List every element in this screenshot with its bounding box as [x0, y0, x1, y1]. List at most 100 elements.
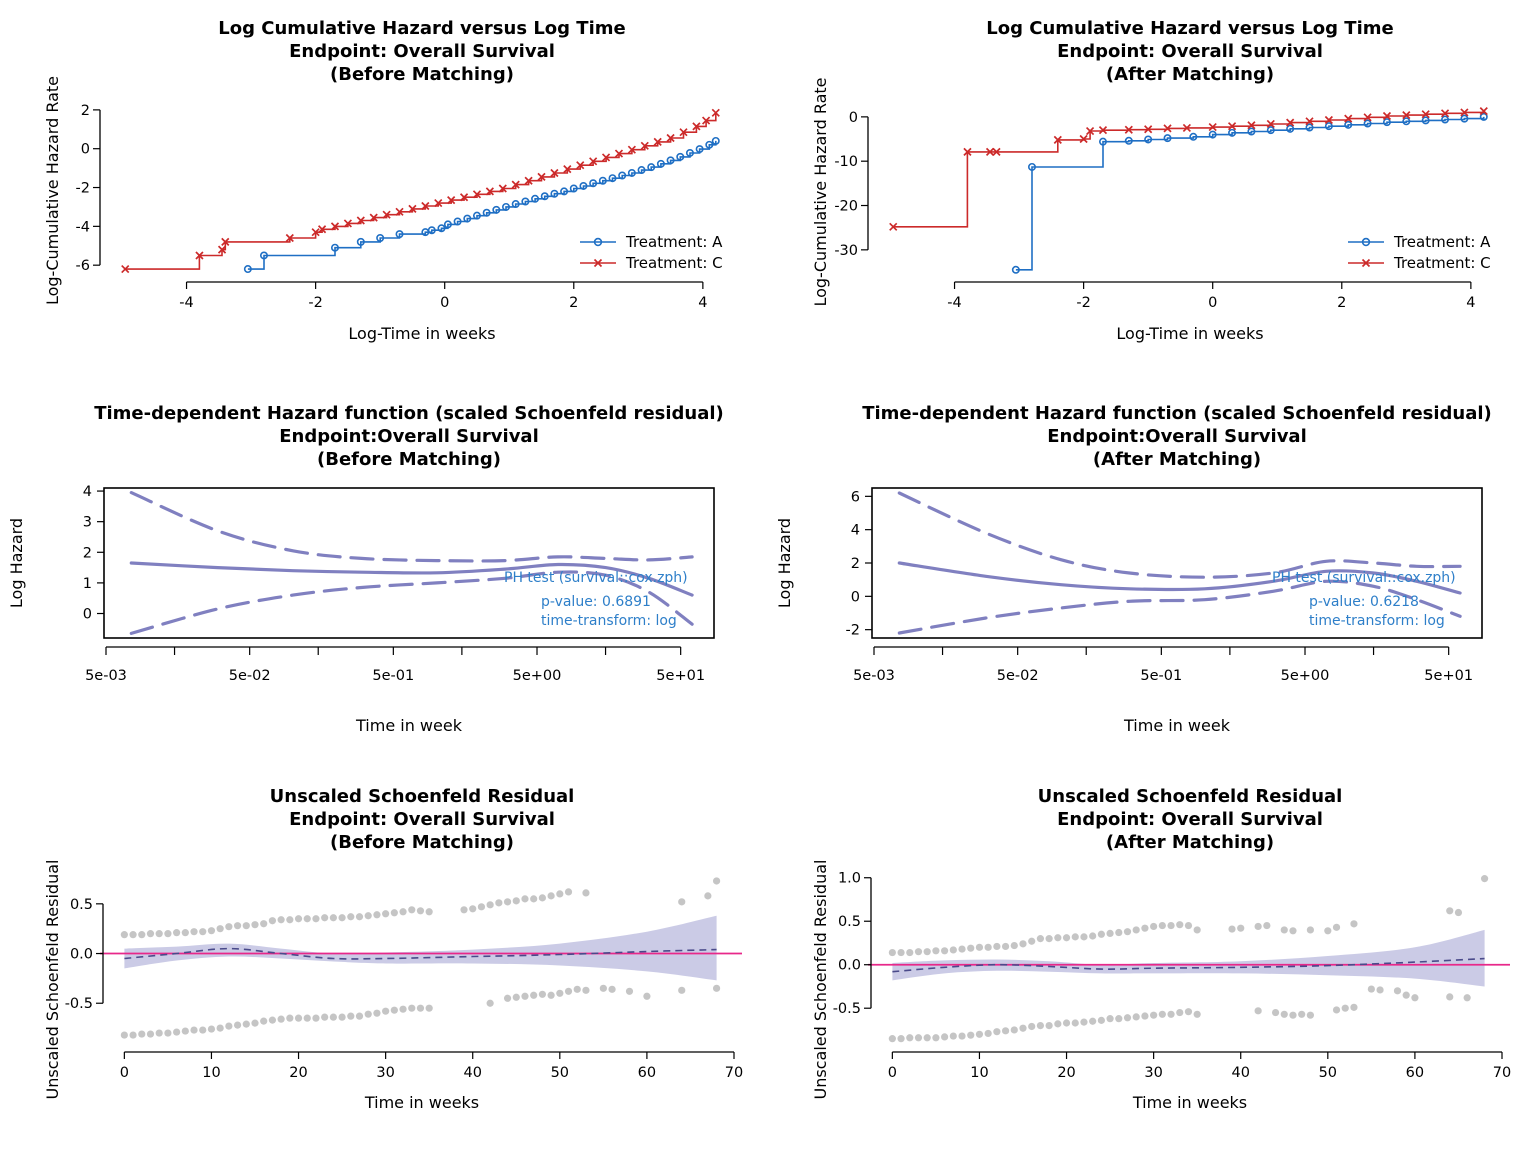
data-point	[985, 147, 995, 156]
residual-point	[564, 888, 573, 896]
residual-point	[1411, 994, 1419, 1002]
residual-point	[425, 908, 433, 916]
y-axis-label: Log Hazard	[7, 518, 26, 608]
residual-point	[469, 905, 477, 913]
confidence-band	[124, 915, 717, 981]
residual-point	[164, 930, 172, 938]
y-axis-label: Unscaled Schoenfeld Residual	[43, 860, 62, 1100]
residual-point	[1298, 1010, 1306, 1018]
y-tick-label: 2	[81, 103, 90, 119]
residual-point	[1306, 926, 1314, 934]
residual-point	[521, 992, 529, 1000]
residual-point	[225, 1022, 233, 1030]
residual-point	[521, 895, 529, 903]
residual-point	[712, 877, 721, 885]
residual-point	[625, 987, 634, 995]
residual-point	[1045, 935, 1053, 943]
residual-point	[233, 1021, 242, 1029]
residual-point	[181, 929, 189, 937]
residual-point	[906, 948, 914, 957]
x-tick-label: 50	[1319, 1065, 1337, 1081]
residual-point	[678, 986, 686, 994]
data-point	[637, 166, 646, 175]
chart-title-line: (Before Matching)	[317, 449, 501, 470]
residual-point	[1071, 933, 1079, 941]
data-point	[1382, 111, 1392, 121]
data-point	[472, 190, 482, 199]
residual-point	[399, 908, 407, 916]
data-point	[589, 157, 598, 166]
residual-point	[146, 930, 155, 938]
residual-point	[914, 948, 923, 956]
data-point	[576, 161, 585, 170]
residual-point	[582, 889, 590, 897]
legend-label: Treatment: C	[1393, 254, 1491, 272]
y-tick-label: -4	[76, 219, 90, 235]
y-tick-label: 1	[83, 576, 92, 592]
residual-point	[1080, 933, 1088, 941]
data-point	[427, 226, 436, 235]
data-point	[618, 171, 627, 180]
data-point	[676, 152, 685, 161]
residual-point	[268, 917, 277, 925]
residual-point	[1123, 928, 1132, 936]
x-tick-label: 4	[1466, 295, 1475, 311]
residual-point	[1254, 922, 1262, 931]
ph-test-annotation: PH test (survival::cox.zph)	[1272, 570, 1456, 586]
residual-point	[1341, 1004, 1349, 1012]
data-point	[511, 200, 520, 209]
y-tick-label: 0	[851, 589, 860, 605]
series-line	[1015, 116, 1485, 271]
x-tick-label: 5e+01	[1424, 668, 1473, 684]
residual-point	[207, 1025, 216, 1033]
x-tick-label: 20	[289, 1065, 307, 1081]
residual-point	[1184, 921, 1193, 930]
data-point	[395, 230, 404, 239]
y-tick-label: 0.0	[838, 958, 861, 974]
data-point	[1227, 122, 1237, 131]
residual-point	[138, 931, 146, 939]
data-point	[356, 237, 365, 246]
chart-panel: Time-dependent Hazard function (scaled S…	[775, 403, 1492, 735]
y-tick-label: -30	[834, 243, 858, 259]
residual-point	[1463, 994, 1471, 1002]
residual-point	[173, 929, 181, 937]
confidence-bound-line	[897, 579, 1462, 635]
residual-point	[260, 920, 268, 928]
data-point	[1460, 114, 1469, 123]
y-tick-label: 3	[83, 515, 92, 531]
x-tick-label: 0	[1208, 295, 1217, 311]
residual-point	[530, 991, 538, 999]
data-point	[711, 136, 720, 145]
residual-point	[1036, 935, 1045, 943]
x-tick-label: 2	[569, 295, 578, 311]
residual-point	[199, 928, 207, 936]
residual-point	[1367, 985, 1375, 993]
data-point	[195, 251, 204, 260]
data-point	[692, 122, 701, 131]
residual-point	[382, 910, 390, 918]
data-point	[1053, 135, 1062, 145]
data-point	[589, 179, 598, 188]
data-point	[502, 202, 511, 211]
residual-point	[1306, 1011, 1314, 1019]
residual-point	[416, 1004, 425, 1012]
data-point	[1085, 126, 1095, 136]
data-point	[1324, 122, 1333, 131]
data-point	[679, 128, 688, 137]
data-point	[1079, 134, 1088, 144]
data-point	[560, 187, 569, 196]
x-tick-label: 20	[1057, 1065, 1075, 1081]
residual-point	[1402, 991, 1410, 999]
data-point	[1305, 117, 1314, 126]
residual-point	[460, 906, 468, 914]
residual-point	[984, 1029, 992, 1038]
x-axis-label: Log-Time in weeks	[1116, 324, 1263, 343]
residual-point	[1228, 925, 1236, 933]
residual-point	[1446, 993, 1454, 1001]
legend-label: Treatment: C	[625, 254, 723, 272]
x-tick-label: -2	[1076, 295, 1090, 311]
legend-marker	[1361, 237, 1371, 247]
residual-point	[949, 946, 957, 954]
x-tick-label: 40	[1231, 1065, 1249, 1081]
